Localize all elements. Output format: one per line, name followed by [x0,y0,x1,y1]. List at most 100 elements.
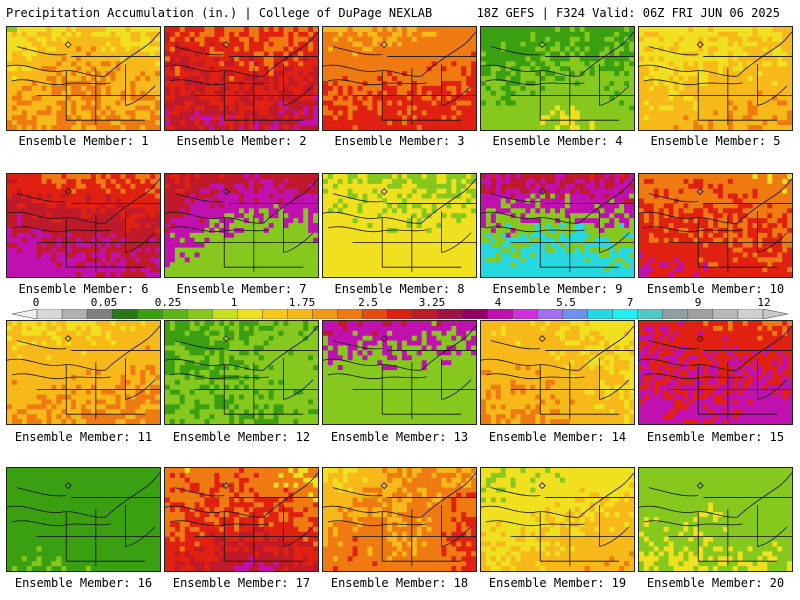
colorbar-swatch [287,309,313,319]
precip-field [323,321,476,424]
colorbar-swatch [412,309,438,319]
colorbar-tick-label: 2.5 [358,296,378,309]
station-marker-icon [64,188,72,196]
precip-field [639,174,792,277]
colorbar-tick-label: 0.05 [90,296,118,309]
valid-time-label: 18Z GEFS | F324 Valid: 06Z FRI JUN 06 20… [476,6,780,20]
ensemble-member-19-map [480,467,635,572]
ensemble-member-9-map [480,173,635,278]
colorbar-swatch [136,309,163,319]
ensemble-member-6-map [6,173,161,278]
precip-field [481,321,634,424]
station-marker-icon [538,335,546,343]
colorbar-swatch [212,309,238,319]
colorbar-swatch [587,309,613,319]
colorbar-labels: 0 0.05 0.25 1 1.75 2.5 3.25 4 5.5 7 9 12 [0,296,800,310]
ensemble-member-caption: Ensemble Member: 13 [330,430,469,444]
precip-field [165,27,318,130]
ensemble-member-2-map [164,26,319,131]
station-marker-icon [222,188,230,196]
precip-field [639,27,792,130]
colorbar-tick-label: 3.25 [418,296,446,309]
colorbar-tick-label: 0.25 [154,296,182,309]
precip-field [323,174,476,277]
ensemble-member-caption: Ensemble Member: 17 [172,576,311,590]
ensemble-member-15-map [638,320,793,425]
map-title: Precipitation Accumulation (in.) | Colle… [6,6,433,20]
station-marker-icon [380,482,388,490]
ensemble-member-20-map [638,467,793,572]
station-marker-icon [538,482,546,490]
precip-field [323,27,476,130]
station-marker-icon [380,41,388,49]
ensemble-member-caption: Ensemble Member: 4 [492,134,623,148]
ensemble-member-caption: Ensemble Member: 7 [176,282,307,296]
colorbar-swatch [262,309,288,319]
colorbar-swatch [86,309,113,319]
colorbar-swatch [61,309,88,319]
ensemble-member-4-map [480,26,635,131]
ensemble-member-18-map [322,467,477,572]
ensemble-member-caption: Ensemble Member: 19 [488,576,627,590]
colorbar-swatch [337,309,363,319]
station-marker-icon [696,41,704,49]
colorbar-tick-label: 0 [32,296,40,309]
colorbar-swatch [512,309,538,319]
ensemble-member-3-map [322,26,477,131]
colorbar-swatch [111,309,138,319]
ensemble-member-5-map [638,26,793,131]
precip-field [165,321,318,424]
colorbar-swatch [737,309,764,319]
ensemble-member-12-map [164,320,319,425]
colorbar-swatch [537,309,563,319]
ensemble-member-caption: Ensemble Member: 16 [14,576,153,590]
colorbar-swatch [161,309,188,319]
station-marker-icon [64,335,72,343]
colorbar-swatch [712,309,739,319]
ensemble-member-caption: Ensemble Member: 9 [492,282,623,296]
ensemble-member-caption: Ensemble Member: 15 [646,430,785,444]
precip-field [165,174,318,277]
precip-field [481,174,634,277]
ensemble-member-caption: Ensemble Member: 20 [646,576,785,590]
colorbar-swatch [387,309,413,319]
station-marker-icon [64,41,72,49]
precip-field [7,468,160,571]
colorbar-tick-label: 9 [694,296,702,309]
colorbar-swatch [562,309,588,319]
colorbar-swatch [487,309,513,319]
station-marker-icon [538,188,546,196]
colorbar-swatch [437,309,463,319]
precip-field [481,27,634,130]
station-marker-icon [538,41,546,49]
colorbar-swatch [362,309,388,319]
station-marker-icon [696,335,704,343]
colorbar-swatch [637,309,664,319]
ensemble-member-13-map [322,320,477,425]
ensemble-member-17-map [164,467,319,572]
precip-field [639,468,792,571]
precip-field [7,174,160,277]
ensemble-member-11-map [6,320,161,425]
station-marker-icon [222,482,230,490]
station-marker-icon [380,335,388,343]
precip-field [165,468,318,571]
ensemble-member-caption: Ensemble Member: 3 [334,134,465,148]
colorbar-swatch [237,309,263,319]
colorbar-swatch [687,309,714,319]
ensemble-member-14-map [480,320,635,425]
ensemble-member-caption: Ensemble Member: 6 [18,282,149,296]
colorbar-tick-label: 1.75 [288,296,316,309]
colorbar-swatch [612,309,639,319]
colorbar-swatch [662,309,689,319]
ensemble-member-caption: Ensemble Member: 8 [334,282,465,296]
ensemble-member-caption: Ensemble Member: 10 [646,282,785,296]
ensemble-member-1-map [6,26,161,131]
precip-field [323,468,476,571]
precip-field [639,321,792,424]
station-marker-icon [696,482,704,490]
station-marker-icon [222,41,230,49]
ensemble-member-caption: Ensemble Member: 1 [18,134,149,148]
precip-colorbar [12,309,788,319]
ensemble-member-7-map [164,173,319,278]
